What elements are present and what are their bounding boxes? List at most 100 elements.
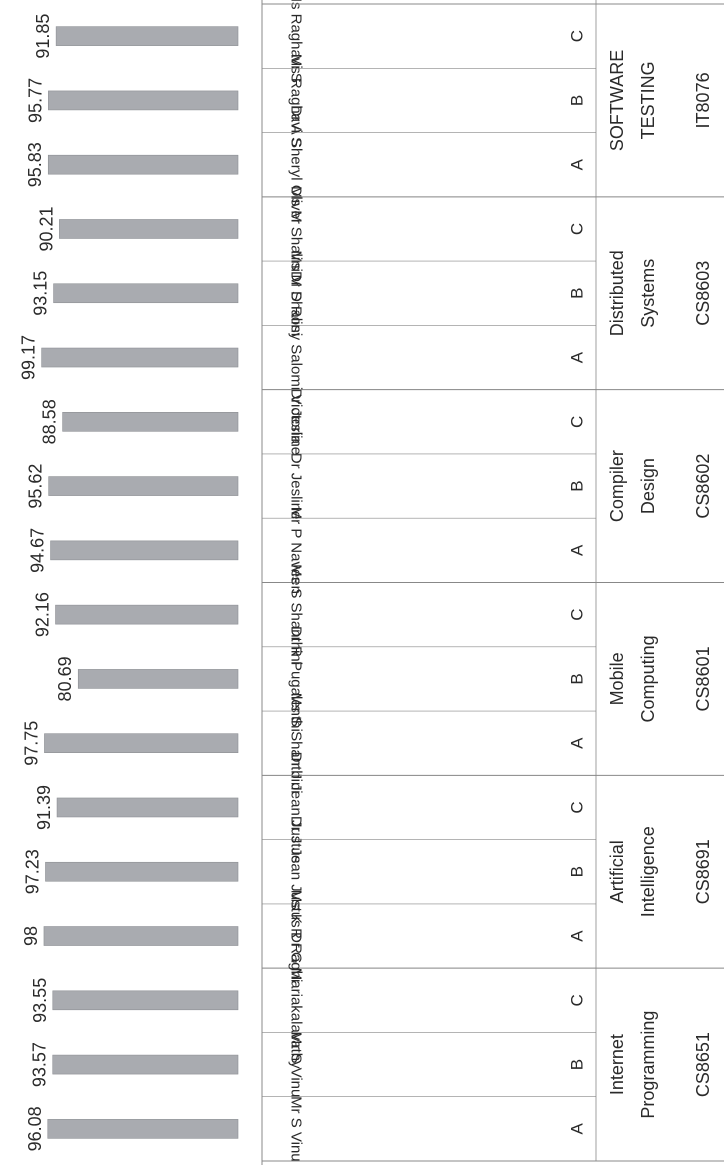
data-label: 96.08 <box>25 1106 45 1151</box>
subject-code: CS8602 <box>693 454 713 519</box>
subject-name: SOFTWARE <box>607 50 627 151</box>
section-label: B <box>568 480 587 491</box>
subject-name: Compiler <box>607 450 627 522</box>
bar-cs8691-b <box>45 861 239 882</box>
section-label: A <box>568 737 587 749</box>
section-label: B <box>568 288 587 299</box>
data-label: 95.62 <box>26 464 46 509</box>
data-label: 93.15 <box>31 271 51 316</box>
data-label: 97.23 <box>22 849 42 894</box>
section-label: C <box>568 608 587 620</box>
subject-name-line-1: Internet <box>607 1034 627 1095</box>
subject-name-line-1: Artificial <box>607 840 627 903</box>
subject-name-line-2: Design <box>638 458 658 514</box>
subject-name-line-2: Programming <box>638 1011 658 1119</box>
subject-name: Mobile <box>607 652 627 705</box>
bar-cs8602-a <box>50 540 239 561</box>
subject-name-line-1: SOFTWARE <box>607 50 627 151</box>
faculty-name: Ms K R Raghi <box>288 890 305 983</box>
subject-code: IT8076 <box>693 72 713 128</box>
subject-code: CS8651 <box>693 1032 713 1097</box>
bar-cs8603-b <box>53 283 239 304</box>
bar-cs8601-a <box>44 733 239 753</box>
faculty-name: Dr R Pugalenthi <box>288 626 305 732</box>
bar-cs8601-c <box>55 604 239 625</box>
faculty-name: Mr S Vinu <box>288 1032 305 1098</box>
bar-cs8602-b <box>48 476 239 496</box>
section-label: A <box>568 351 587 363</box>
bar-cs8691-c <box>56 797 239 818</box>
section-label: B <box>568 95 587 106</box>
bar-cs8651-a <box>47 1119 239 1139</box>
subject-name-cont: Intelligence <box>638 826 658 917</box>
section-label: B <box>568 673 587 684</box>
bar-cs8651-c <box>52 990 239 1011</box>
data-label: 80.69 <box>55 656 75 701</box>
faculty-name: Dr Jesline <box>288 388 305 455</box>
faculty-name: Mr S Vinu <box>288 1096 305 1162</box>
data-label: 88.58 <box>40 399 60 444</box>
subject-name-line-2: Systems <box>638 259 658 328</box>
section-label: C <box>568 223 587 235</box>
subject-name-cont: Design <box>638 458 658 514</box>
bar-it8076-c <box>55 26 239 46</box>
faculty-name: Ms Raghavi S <box>288 0 305 83</box>
subject-name-line-2: Computing <box>638 635 658 722</box>
section-label: C <box>568 994 587 1006</box>
faculty-name: Ms S Shanthini <box>288 693 305 794</box>
faculty-name: Ms M Shalini <box>288 250 305 336</box>
data-label: 93.55 <box>30 978 50 1023</box>
faculty-name: Dr Jesline <box>288 453 305 520</box>
subject-name-line-2: TESTING <box>638 61 658 139</box>
subject-name: Internet <box>607 1034 627 1095</box>
bar-it8076-a <box>47 154 239 175</box>
bar-cs8602-c <box>62 412 239 432</box>
data-label: 92.16 <box>33 592 53 637</box>
bar-cs8603-c <box>59 219 239 239</box>
section-label: A <box>568 158 587 170</box>
subject-name-cont: Systems <box>638 259 658 328</box>
data-label: 95.77 <box>25 78 45 123</box>
subject-name: Artificial <box>607 840 627 903</box>
bar-cs8603-a <box>41 347 239 368</box>
data-label: 95.83 <box>25 142 45 187</box>
faculty-name: Dr G Mariakalavathy <box>288 932 305 1069</box>
bar-cs8601-b <box>77 669 239 689</box>
subject-name-line-1: Compiler <box>607 450 627 522</box>
data-label: 91.85 <box>33 14 53 59</box>
faculty-name: Ms S Shanthini <box>288 564 305 665</box>
subject-name-line-1: Distributed <box>607 250 627 336</box>
section-label: A <box>568 1123 587 1135</box>
faculty-name: Mr P Naveen <box>288 507 305 594</box>
section-label: C <box>568 801 587 813</box>
faculty-name: Dr J Jean Justus <box>288 816 305 928</box>
section-label: C <box>568 30 587 42</box>
subject-name-line-2: Intelligence <box>638 826 658 917</box>
data-label: 99.17 <box>19 335 39 380</box>
data-label: 97.75 <box>21 721 41 766</box>
data-label: 94.67 <box>28 528 48 573</box>
subject-name-cont: Computing <box>638 635 658 722</box>
faculty-name: Ms M Shalini <box>288 186 305 272</box>
subject-name-cont: Programming <box>638 1011 658 1119</box>
faculty-name: Dr A Sheryl Oliver <box>288 106 305 224</box>
subject-code: CS8601 <box>693 646 713 711</box>
data-label: 98 <box>21 926 41 946</box>
data-label: 91.39 <box>34 785 54 830</box>
section-label: B <box>568 1059 587 1070</box>
bar-cs8651-b <box>52 1054 239 1075</box>
bar-cs8691-a <box>43 926 239 946</box>
section-label: A <box>568 930 587 942</box>
faculty-name: Dr J Jean Justus <box>288 752 305 864</box>
subject-name-cont: TESTING <box>638 61 658 139</box>
subject-code: CS8603 <box>693 261 713 326</box>
faculty-name: Ms Raghavi S <box>288 54 305 147</box>
faculty-name: Dr D Rosy Salomi Victoria <box>288 271 305 445</box>
subject-name-line-1: Mobile <box>607 652 627 705</box>
subject-name: Distributed <box>607 250 627 336</box>
section-label: A <box>568 544 587 556</box>
bar-it8076-b <box>48 90 239 111</box>
section-label: B <box>568 866 587 877</box>
data-label: 93.57 <box>30 1042 50 1087</box>
